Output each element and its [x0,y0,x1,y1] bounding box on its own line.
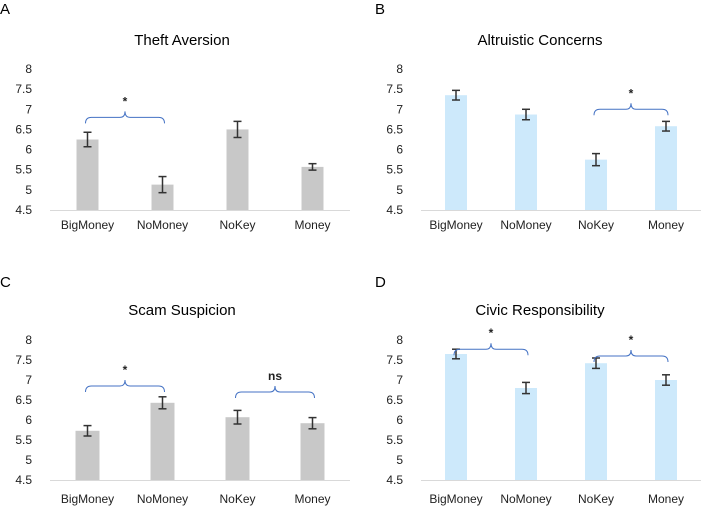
y-tick-label: 5 [25,453,32,467]
x-tick-label: NoKey [219,492,255,506]
bar-nokey [585,363,607,480]
significance-bracket [85,111,165,124]
chart-c: 4.5 5 5.5 6 6.5 7 7.5 8 BigMoney NoMoney NoKey Mone… [15,333,350,506]
y-tick-label: 7.5 [386,353,403,367]
x-tick-label: NoKey [219,218,255,232]
y-tick-label: 6.5 [386,122,403,136]
y-tick-label: 7.5 [15,82,32,96]
bar-nomoney [150,402,175,480]
y-tick-label: 8 [396,62,403,76]
y-tick-label: 7 [396,373,403,387]
bar-bigmoney [76,139,99,210]
y-tick-label: 5 [396,453,403,467]
x-tick-label: Money [294,492,330,506]
panel-label-a: A [0,1,11,18]
bar-money [301,166,324,210]
bar-nomoney [151,184,174,210]
x-tick-label: NoKey [578,492,614,506]
y-tick-label: 5 [396,183,403,197]
x-tick-label: Money [648,492,684,506]
y-tick-label: 7 [25,373,32,387]
significance-label: * [489,326,494,340]
x-tick-label: BigMoney [429,492,482,506]
significance-bracket [85,379,165,393]
y-tick-label: 7 [396,102,403,116]
significance-bracket [235,385,315,399]
y-tick-label: 8 [25,62,32,76]
y-tick-label: 4.5 [386,203,403,217]
x-tick-label: Money [294,218,330,232]
panel-label-b: B [375,1,386,18]
chart-title-c: Scam Suspicion [128,302,236,319]
x-tick-label: BigMoney [61,218,114,232]
y-tick-label: 5.5 [386,433,403,447]
panel-label-c: C [0,274,11,291]
bar-nomoney [515,114,537,210]
bar-bigmoney [75,430,100,480]
x-tick-label: BigMoney [61,492,114,506]
y-tick-label: 6 [396,413,403,427]
x-tick-label: NoMoney [137,218,188,232]
x-tick-label: BigMoney [429,218,482,232]
y-tick-label: 6 [25,413,32,427]
y-tick-label: 6 [25,143,32,157]
panel-d: D Civic Responsibility 4.5 5 5.5 6 6.5 7 7.5 8 B… [360,262,721,529]
bar-bigmoney [445,95,467,210]
y-tick-label: 5.5 [15,163,32,177]
chart-d: 4.5 5 5.5 6 6.5 7 7.5 8 BigMoney NoMoney NoKey Mone… [386,326,701,506]
y-tick-label: 4.5 [386,473,403,487]
significance-label: * [123,94,128,108]
significance-label: * [629,86,634,100]
y-tick-label: 7.5 [15,353,32,367]
bar-money [655,380,677,480]
significance-bracket [593,349,669,363]
significance-bracket [453,343,529,356]
x-tick-label: Money [648,218,684,232]
bar-nokey [225,417,250,480]
chart-a: 4.5 5 5.5 6 6.5 7 7.5 8 BigMoney NoMoney NoKey Mone… [15,62,350,232]
significance-label: * [123,363,128,377]
chart-title-d: Civic Responsibility [475,302,605,319]
y-tick-label: 7 [25,102,32,116]
bar-bigmoney [445,354,467,480]
bar-nokey [226,129,249,210]
y-tick-label: 5 [25,183,32,197]
chart-title-a: Theft Aversion [134,32,230,49]
x-tick-label: NoKey [578,218,614,232]
y-tick-label: 5.5 [15,433,32,447]
bar-money [300,423,325,480]
y-tick-label: 4.5 [15,473,32,487]
y-tick-label: 6 [396,143,403,157]
panel-a: A Theft Aversion 4.5 5 5.5 6 6.5 7 7.5 8 BigMone… [0,0,360,262]
significance-label: ns [268,369,282,383]
bar-money [655,126,677,210]
y-tick-label: 8 [396,333,403,347]
y-tick-label: 6.5 [15,122,32,136]
significance-bracket [593,103,669,116]
panel-label-d: D [375,274,386,291]
y-tick-label: 7.5 [386,82,403,96]
bar-nomoney [515,388,537,480]
bar-nokey [585,159,607,210]
x-tick-label: NoMoney [137,492,188,506]
y-tick-label: 8 [25,333,32,347]
chart-title-b: Altruistic Concerns [477,32,603,49]
panel-c: C Scam Suspicion 4.5 5 5.5 6 6.5 7 7.5 8 BigMone… [0,262,360,529]
significance-label: * [629,333,634,347]
chart-b: 4.5 5 5.5 6 6.5 7 7.5 8 BigMoney NoMoney NoKey Mone… [386,62,701,232]
y-tick-label: 5.5 [386,163,403,177]
y-tick-label: 6.5 [386,393,403,407]
y-tick-label: 4.5 [15,203,32,217]
x-tick-label: NoMoney [500,218,551,232]
y-tick-label: 6.5 [15,393,32,407]
panel-b: B Altruistic Concerns 4.5 5 5.5 6 6.5 7 7.5 8 Bi… [360,0,721,262]
x-tick-label: NoMoney [500,492,551,506]
